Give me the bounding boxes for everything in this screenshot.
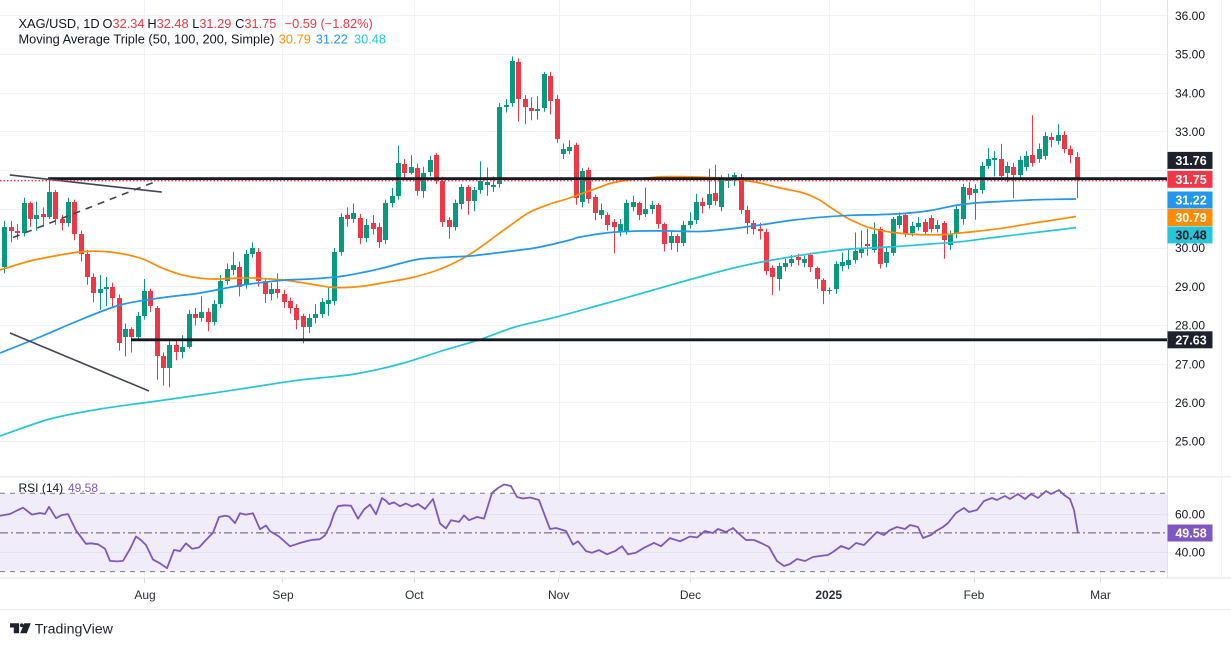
svg-text:36.00: 36.00 <box>1175 9 1205 23</box>
svg-text:30.00: 30.00 <box>1175 241 1205 255</box>
svg-text:31.75: 31.75 <box>1175 173 1206 187</box>
svg-text:Aug: Aug <box>134 588 155 602</box>
svg-text:35.00: 35.00 <box>1175 48 1205 62</box>
svg-text:28.00: 28.00 <box>1175 319 1205 333</box>
svg-text:33.00: 33.00 <box>1175 125 1205 139</box>
svg-text:27.63: 27.63 <box>1175 333 1206 347</box>
svg-text:Mar: Mar <box>1090 588 1111 602</box>
svg-text:Oct: Oct <box>405 588 424 602</box>
svg-text:25.00: 25.00 <box>1175 435 1205 449</box>
svg-text:40.00: 40.00 <box>1175 546 1205 560</box>
svg-text:Dec: Dec <box>680 588 701 602</box>
svg-text:Feb: Feb <box>964 588 985 602</box>
svg-text:2025: 2025 <box>815 588 842 602</box>
svg-text:29.00: 29.00 <box>1175 280 1205 294</box>
svg-text:TradingView: TradingView <box>35 621 114 637</box>
svg-text:RSI (14)49.58: RSI (14) 49.58 <box>19 481 99 495</box>
svg-text:60.00: 60.00 <box>1175 508 1205 522</box>
svg-text:49.58: 49.58 <box>1175 527 1206 541</box>
svg-text:27.00: 27.00 <box>1175 357 1205 371</box>
svg-text:Moving Average Triple (50, 100: Moving Average Triple (50, 100, 200, Sim… <box>19 32 387 47</box>
svg-text:Sep: Sep <box>272 588 294 602</box>
svg-text:31.76: 31.76 <box>1175 154 1206 168</box>
svg-text:31.22: 31.22 <box>1175 194 1206 208</box>
svg-text:30.48: 30.48 <box>1175 228 1206 242</box>
svg-text:Nov: Nov <box>548 588 569 602</box>
svg-text:34.00: 34.00 <box>1175 86 1205 100</box>
svg-text:26.00: 26.00 <box>1175 396 1205 410</box>
svg-text:30.79: 30.79 <box>1175 211 1206 225</box>
